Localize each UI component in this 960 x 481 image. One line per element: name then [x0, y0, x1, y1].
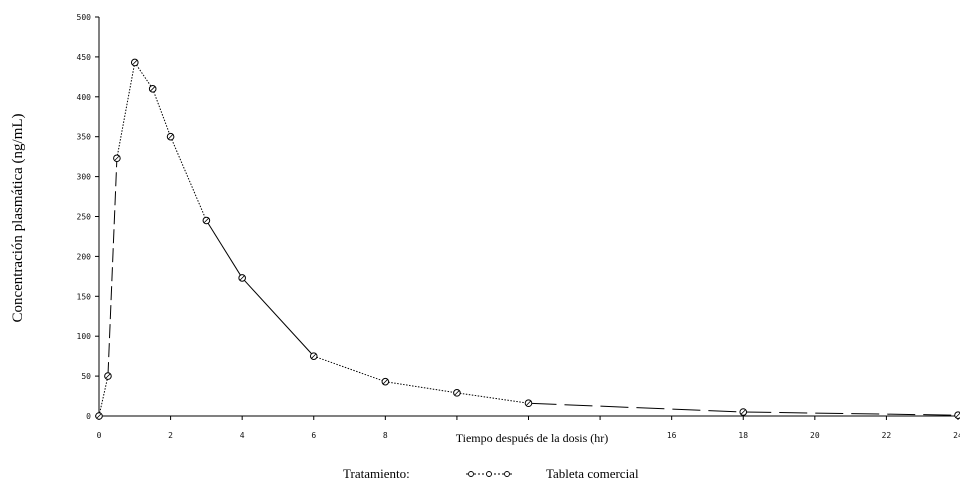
data-point	[453, 389, 461, 397]
y-tick-label: 200	[77, 252, 92, 261]
y-tick-label: 500	[77, 13, 92, 22]
series-segment	[313, 355, 386, 383]
data-point	[130, 58, 139, 67]
y-tick-group: 0 50 100 150 200 250 300 350 400 450 500	[77, 13, 99, 421]
x-axis-label: Tiempo después de la dosis (hr)	[456, 431, 609, 445]
x-tick-label: 18	[738, 431, 748, 440]
data-point	[524, 399, 533, 408]
data-point	[148, 85, 157, 93]
x-tick-label: 20	[810, 431, 820, 440]
series-segment	[385, 381, 457, 394]
series-segment	[116, 62, 136, 159]
y-tick-label: 450	[77, 53, 92, 62]
y-axis-label: Concentración plasmática (ng/mL)	[10, 113, 26, 322]
series-segment	[241, 277, 315, 357]
data-point	[95, 412, 103, 420]
legend-line-sample	[466, 471, 512, 477]
y-tick-label: 100	[77, 332, 92, 341]
series-segment	[205, 220, 243, 279]
x-tick-label: 8	[383, 431, 388, 440]
x-tick-label: 4	[240, 431, 245, 440]
data-point	[202, 216, 211, 225]
series-segment	[743, 411, 959, 416]
series-segment	[152, 88, 172, 137]
series-line-tableta-comercial	[98, 62, 959, 417]
x-tick-label: 16	[667, 431, 677, 440]
data-point	[166, 132, 175, 141]
legend: Tratamiento: Tableta comercial	[343, 466, 639, 481]
y-tick-label: 350	[77, 133, 92, 142]
legend-entry-label: Tableta comercial	[546, 466, 639, 481]
y-tick-label: 50	[81, 372, 91, 381]
x-tick-label: 6	[311, 431, 316, 440]
legend-title: Tratamiento:	[343, 466, 410, 481]
x-tick-label: 22	[882, 431, 892, 440]
data-point	[954, 411, 960, 420]
data-point	[309, 352, 318, 360]
x-tick-label: 2	[168, 431, 173, 440]
series-segment	[134, 62, 154, 90]
series-segment	[98, 375, 109, 417]
y-tick-label: 0	[86, 412, 91, 421]
x-tick-label: 24	[953, 431, 960, 440]
y-tick-label: 300	[77, 173, 92, 182]
series-segment	[107, 158, 118, 377]
series-segment	[456, 392, 529, 404]
data-point	[739, 408, 748, 416]
y-tick-label: 250	[77, 213, 92, 222]
series-segment	[170, 136, 207, 221]
x-tick-label: 0	[97, 431, 102, 440]
y-tick-label: 400	[77, 93, 92, 102]
y-tick-label: 150	[77, 292, 92, 301]
data-point	[238, 274, 246, 282]
series-segment	[528, 402, 744, 413]
data-point	[381, 377, 390, 386]
series-points-tableta-comercial	[95, 58, 960, 420]
data-point	[104, 372, 112, 380]
data-point	[113, 154, 121, 163]
